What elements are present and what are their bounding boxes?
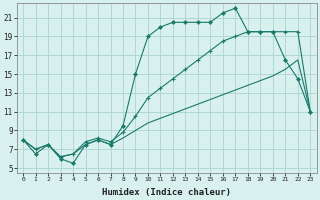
X-axis label: Humidex (Indice chaleur): Humidex (Indice chaleur) bbox=[102, 188, 231, 197]
